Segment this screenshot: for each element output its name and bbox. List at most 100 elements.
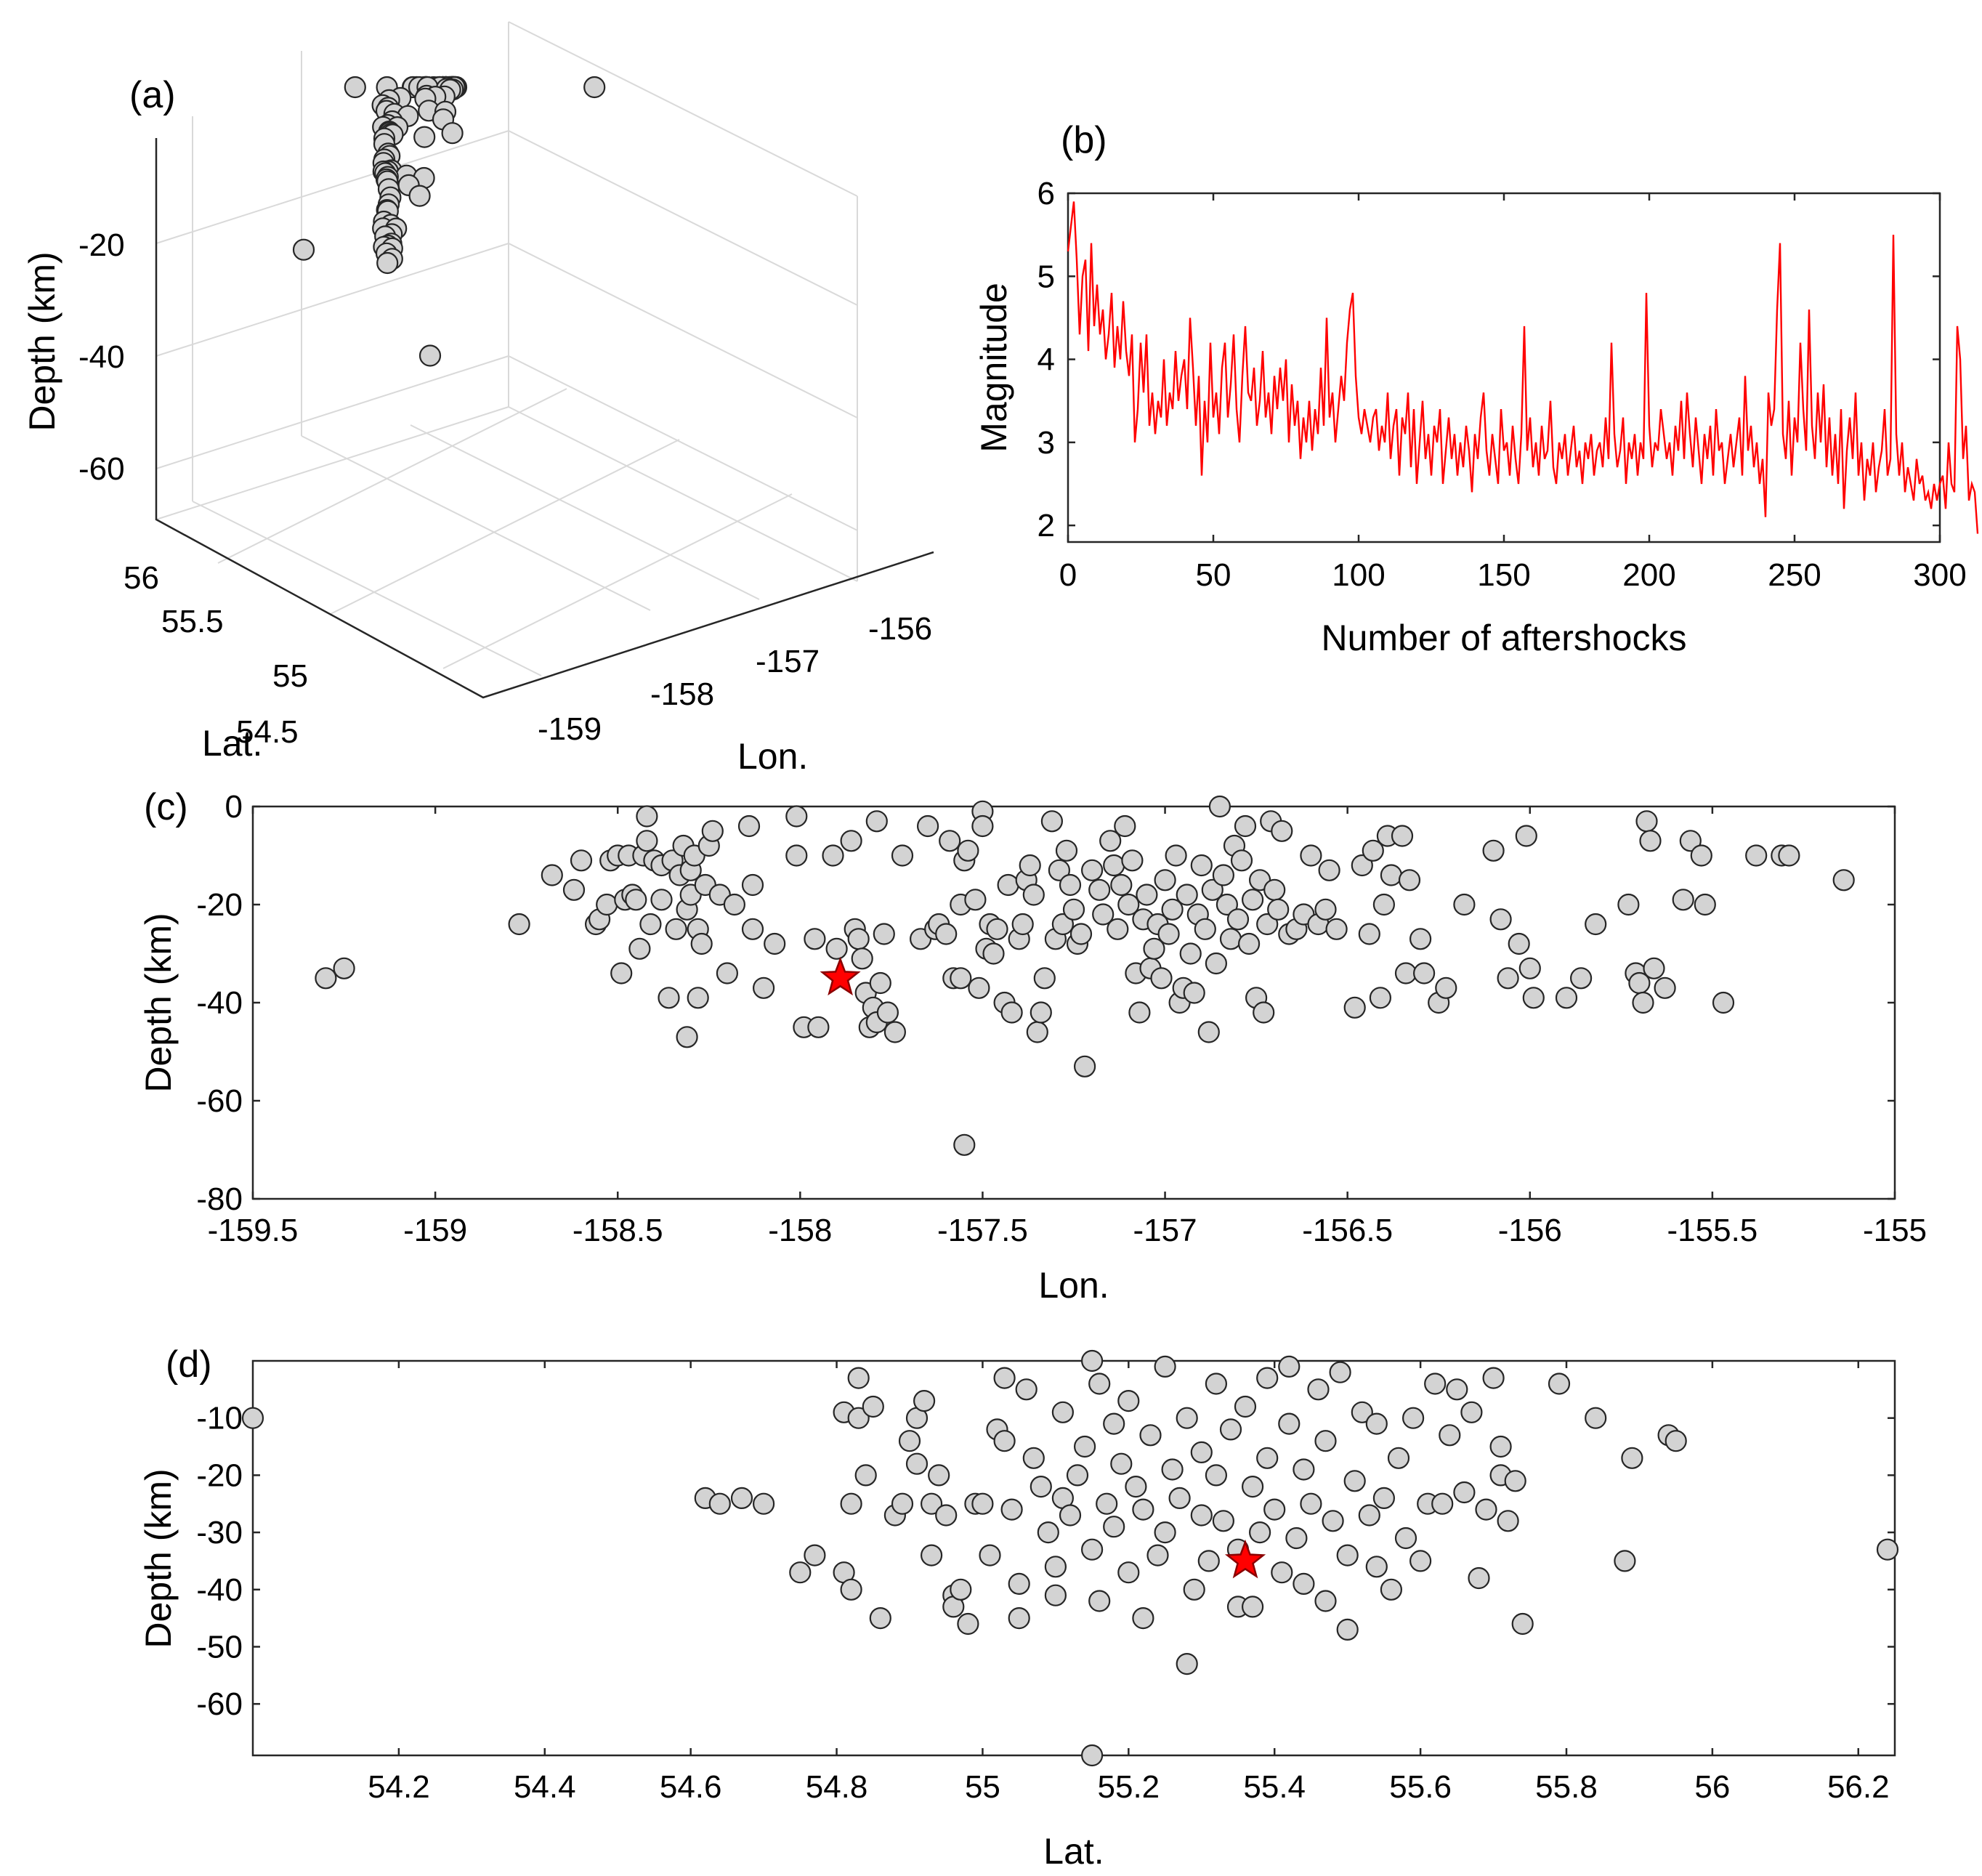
x-tick-label: 55.4 (1243, 1769, 1306, 1805)
aftershock-point (1051, 1401, 1075, 1423)
aftershock-point (1278, 1355, 1301, 1378)
y-tick-label: -50 (196, 1629, 243, 1665)
aftershock-point (920, 1544, 943, 1566)
panel-a-x-tick: -157 (756, 644, 820, 679)
aftershock-point (1401, 1407, 1425, 1429)
aftershock-point (804, 928, 826, 950)
panel-b-axes-frame (1067, 192, 1941, 543)
aftershock-point (1271, 1561, 1293, 1584)
aftershock-point (822, 844, 844, 867)
aftershock-point (1497, 967, 1519, 990)
aftershock-point (1011, 913, 1034, 936)
aftershock-point (1351, 1401, 1373, 1423)
panel-a-ticks: -20 -40 -60 56 55.5 55 54.5 -159 -158 -1… (78, 227, 932, 750)
panel-b-series-line (1067, 201, 1979, 534)
aftershock-point (1372, 893, 1396, 916)
panel-b-xlabel: Number of aftershocks (1322, 618, 1687, 658)
x-tick-label: 55.6 (1389, 1769, 1452, 1805)
aftershock-point (701, 820, 724, 842)
aftershock-point (1314, 1430, 1337, 1452)
aftershock-point (508, 913, 530, 936)
aftershock-point (1475, 1498, 1497, 1521)
aftershock-point (1103, 854, 1125, 877)
aftershock-point (1066, 1464, 1089, 1487)
aftershock-point (1522, 987, 1545, 1009)
aftershock-point (1508, 932, 1530, 955)
aftershock-point (891, 844, 914, 867)
aftershock-point (1000, 1498, 1023, 1521)
x-tick-label: 150 (1477, 557, 1530, 593)
aftershock-point (1745, 844, 1768, 867)
aftershock-point (1033, 967, 1056, 990)
aftershock-point (851, 947, 873, 970)
aftershock-point (865, 810, 888, 833)
panel-c-label: (c) (144, 786, 188, 828)
aftershock-point (1161, 898, 1184, 921)
x-tick-label: -155.5 (1667, 1213, 1758, 1248)
y-tick-label: -20 (196, 887, 243, 923)
aftershock-point (1614, 1550, 1636, 1572)
aftershock-point (741, 918, 764, 940)
aftershock-point (1080, 1744, 1104, 1767)
aftershock-point (1201, 878, 1223, 901)
aftershock-point (939, 830, 961, 852)
aftershock-point (1380, 864, 1403, 886)
aftershock-point (1176, 1653, 1198, 1675)
aftershock-point (1241, 1596, 1264, 1618)
y-tick-label: 4 (1037, 342, 1055, 378)
x-tick-label: 55.8 (1535, 1769, 1598, 1805)
aftershock-point (408, 185, 431, 207)
y-tick-label: 6 (1037, 176, 1055, 211)
aftershock-point (562, 878, 586, 901)
panel-a-x-tick: -158 (650, 676, 714, 712)
aftershock-point (636, 830, 658, 852)
aftershock-point (764, 932, 786, 955)
aftershock-point (1314, 898, 1337, 921)
x-tick-label: 300 (1913, 557, 1966, 593)
aftershock-point (1176, 884, 1198, 906)
aftershock-point (1176, 1407, 1198, 1429)
x-tick-label: 55.2 (1098, 1769, 1160, 1805)
aftershock-point (1125, 1475, 1147, 1498)
aftershock-point (1150, 967, 1173, 990)
aftershock-point (964, 889, 987, 911)
aftershock-point (1369, 987, 1392, 1009)
aftershock-point (1022, 1447, 1045, 1469)
panel-d-lat-depth: (d) 54.2 54.4 54.6 54.8 55 55.2 55.4 55.6 55.8 56… (138, 1343, 1899, 1872)
aftershock-point (315, 967, 337, 990)
aftershock-point (993, 1430, 1016, 1452)
aftershock-point (1161, 1458, 1184, 1481)
aftershock-point (891, 1492, 914, 1515)
aftershock-point (1117, 1561, 1140, 1584)
aftershock-point (1424, 1372, 1447, 1395)
aftershock-point (1453, 893, 1476, 916)
aftershock-point (1329, 1361, 1351, 1383)
aftershock-point (1103, 1516, 1125, 1538)
aftershock-point (1132, 1498, 1154, 1521)
aftershock-point (1183, 982, 1205, 1004)
panel-a-xlabel: Lon. (737, 736, 808, 777)
aftershock-point (1219, 928, 1242, 950)
x-tick-label: 54.6 (660, 1769, 722, 1805)
aftershock-point (1110, 1452, 1133, 1475)
aftershock-point (625, 889, 647, 911)
aftershock-point (825, 937, 848, 960)
aftershock-point (789, 1561, 812, 1584)
aftershock-point (1654, 977, 1676, 999)
aftershock-point (344, 76, 366, 99)
aftershock-point (971, 814, 994, 838)
aftershock-point (957, 1612, 979, 1636)
aftershock-point (1617, 893, 1640, 916)
aftershock-point (968, 977, 990, 999)
aftershock-point (1271, 820, 1293, 842)
aftershock-point (1139, 1424, 1162, 1447)
aftershock-point (1154, 1521, 1176, 1544)
aftershock-point (1497, 1510, 1519, 1532)
aftershock-point (1069, 923, 1093, 945)
aftershock-point (1205, 1464, 1228, 1487)
aftershock-point (1030, 1001, 1052, 1024)
y-tick-label: -10 (196, 1401, 243, 1436)
aftershock-point (1435, 977, 1457, 999)
aftershock-point (1107, 918, 1129, 940)
aftershock-point (1690, 844, 1712, 867)
